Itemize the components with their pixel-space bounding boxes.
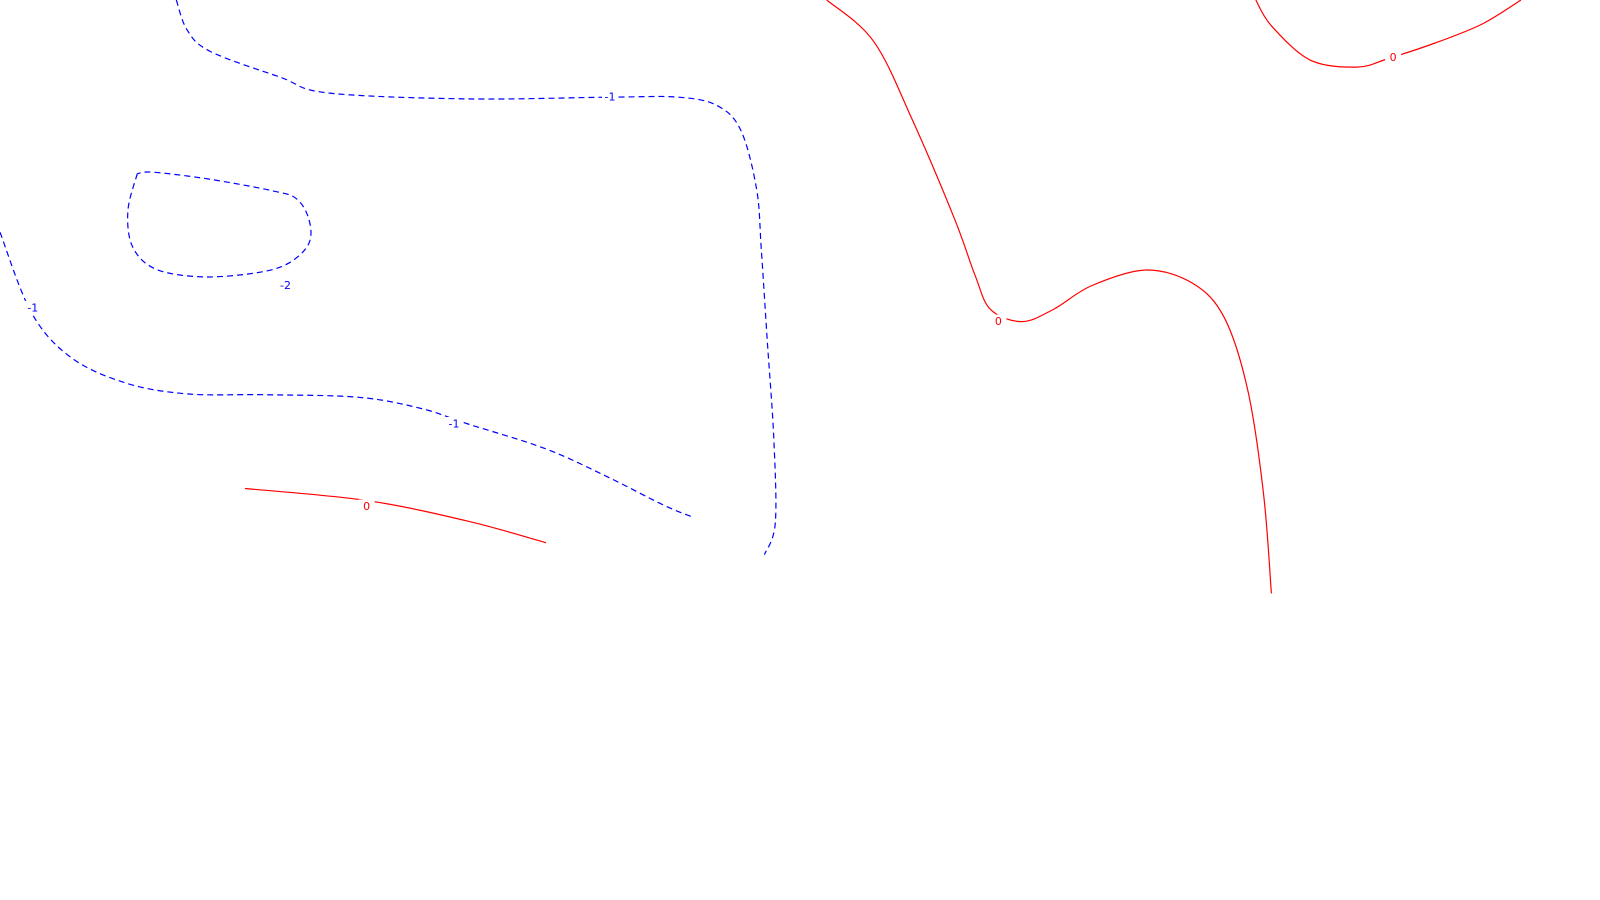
- contour-label-6: 0: [1390, 51, 1397, 64]
- contour-line-level-0-3: [244, 487, 547, 544]
- contour-line-level-0-5: [1255, 0, 1522, 68]
- contour-line-level-neg1-1: [0, 231, 695, 519]
- contour-label-0: -1: [605, 91, 616, 104]
- contour-label-background: [602, 90, 618, 105]
- contour-label-background: [990, 314, 1007, 329]
- contour-label-background: [446, 417, 462, 431]
- contour-lines: [0, 0, 1522, 594]
- contour-label-background: [24, 300, 41, 315]
- contour-line-level-0-4: [826, 0, 1272, 594]
- contour-labels: -1 -1 -1 -2 0 0 0: [24, 50, 1402, 514]
- contour-label-background: [1385, 50, 1402, 65]
- contour-line-level-neg2-2: [127, 171, 312, 278]
- contour-label-background: [358, 499, 375, 514]
- contour-line-level-neg1-0: [175, 0, 777, 555]
- contour-label-1: -1: [27, 301, 38, 314]
- contour-label-3: -2: [280, 279, 291, 292]
- contour-label-2: -1: [449, 418, 460, 431]
- contour-label-background: [277, 278, 294, 293]
- contour-label-4: 0: [363, 500, 370, 513]
- contour-label-5: 0: [995, 315, 1002, 328]
